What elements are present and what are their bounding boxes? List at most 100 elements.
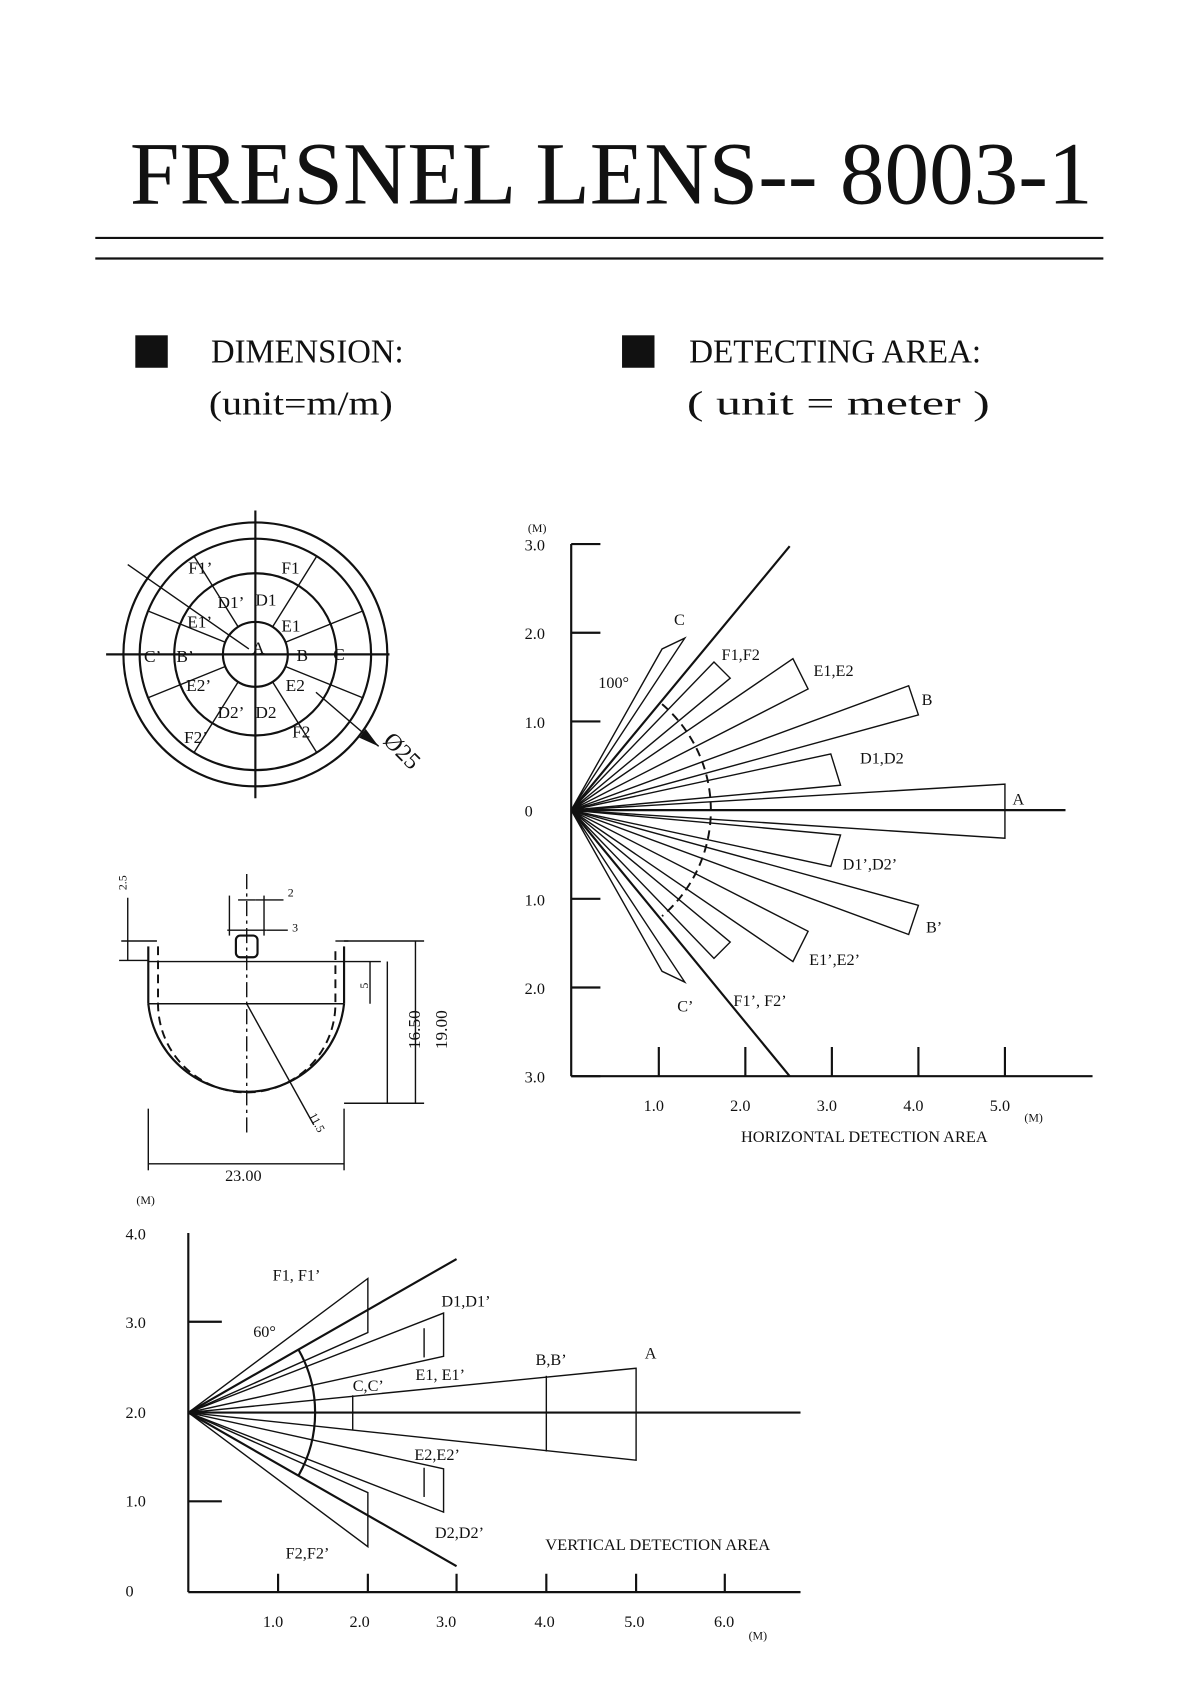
lens-label: C’ [144, 647, 161, 666]
diameter-label: Ø25 [378, 728, 425, 775]
chart-title: VERTICAL DETECTION AREA [545, 1536, 770, 1554]
tick-label: 4.0 [903, 1097, 923, 1115]
zone-wedge [570, 657, 810, 811]
lens-inner [157, 946, 337, 1094]
page-title: FRESNEL LENS-- 8003-1 [130, 125, 1093, 223]
zone-label: D1’,D2’ [843, 856, 898, 874]
line [285, 610, 363, 643]
section-heading: DETECTING AREA: [689, 333, 981, 370]
zone-wedge [188, 1411, 445, 1514]
tick-label: 1.0 [644, 1097, 664, 1115]
tick-label: 3.0 [817, 1097, 837, 1115]
tick-label: 0 [525, 803, 533, 821]
zone-label: D2,D2’ [435, 1524, 484, 1542]
axis-unit: (M) [528, 521, 547, 535]
line [246, 1003, 315, 1126]
zone-label: E1, E1’ [415, 1366, 465, 1384]
angle-label: 60° [253, 1323, 276, 1341]
zone-label: E1’,E2’ [809, 951, 860, 969]
lens-label: D1’ [218, 593, 245, 612]
tick-label: 3.0 [525, 1069, 545, 1087]
line [271, 555, 318, 628]
zone-label: A [1013, 791, 1025, 809]
zone-label: C’ [677, 997, 693, 1015]
zone-label: F1, F1’ [273, 1267, 321, 1285]
tick-label: 5.0 [624, 1613, 644, 1631]
zone-wedge [570, 809, 810, 963]
bullet [622, 335, 655, 368]
lens-label: E2’ [186, 676, 211, 695]
zone-wedge [570, 684, 920, 811]
tick-label: 1.0 [525, 891, 545, 909]
tick-label: 3.0 [126, 1314, 146, 1332]
line [570, 809, 791, 1077]
zone-label: F1’, F2’ [733, 992, 786, 1010]
line [271, 681, 318, 753]
lens-label: C [333, 645, 345, 664]
zone-wedge [570, 809, 920, 936]
zone-wedge [570, 809, 687, 984]
zone-wedge [187, 1411, 369, 1549]
zone-wedge [571, 753, 842, 811]
line [147, 665, 226, 699]
lens-label: B [296, 646, 308, 665]
zone-label: F1,F2 [722, 646, 760, 664]
line [285, 665, 363, 699]
zone-label: B’ [926, 918, 942, 936]
axis-unit: (M) [136, 1193, 155, 1207]
detection-arc [661, 703, 712, 917]
tick-label: 4.0 [126, 1226, 146, 1244]
tick-label: 2.0 [349, 1613, 369, 1631]
zone-label: E1,E2 [813, 662, 853, 680]
tick-label: 0 [126, 1582, 134, 1600]
zone-label: B [922, 691, 933, 709]
dimension-label: 2 [288, 886, 294, 900]
zone-wedge [571, 809, 842, 868]
zone-wedge [570, 660, 732, 811]
line [570, 545, 791, 811]
zone-label: E2,E2’ [414, 1446, 460, 1464]
zone-label: D1,D1’ [441, 1293, 490, 1311]
section-unit: (unit=m/m) [209, 385, 393, 422]
lens-label: E1’ [187, 612, 212, 631]
line [127, 564, 250, 650]
zone-wedge [571, 783, 1006, 840]
zone-wedge [187, 1277, 369, 1414]
lens-label: E2 [286, 676, 305, 695]
zone-label: B,B’ [536, 1351, 567, 1369]
lens-label: B’ [176, 647, 193, 666]
lens-label: D2 [255, 703, 276, 722]
lens-label: F1 [281, 558, 299, 577]
dimension-label: 19.00 [432, 1010, 451, 1049]
tick-label: 3.0 [525, 537, 545, 555]
bullet [135, 335, 168, 368]
tick-label: 5.0 [990, 1097, 1010, 1115]
tick-label: 2.0 [525, 625, 545, 643]
dimension-label: 23.00 [225, 1167, 262, 1185]
zone-label: A [645, 1345, 657, 1363]
lens-nub [234, 934, 259, 959]
zone-wedge [570, 809, 732, 960]
zone-label: D1,D2 [860, 750, 904, 768]
dimension-label: 2.5 [116, 875, 130, 890]
zone-wedge [188, 1312, 445, 1414]
zone-wedge [188, 1367, 637, 1461]
lens-shell [147, 1003, 346, 1093]
dimension-label: 5 [357, 983, 371, 989]
lens-label: D2’ [218, 703, 245, 722]
line [193, 681, 239, 753]
tick-label: 2.0 [730, 1097, 750, 1115]
lens-label: F1’ [188, 558, 212, 577]
zone-label: C [674, 611, 685, 629]
dimension-label: 11.5 [306, 1110, 328, 1135]
tick-label: 6.0 [714, 1613, 734, 1631]
section-heading: DIMENSION: [211, 333, 404, 370]
angle-label: 100° [598, 674, 629, 692]
dimension-label: 16.50 [405, 1010, 424, 1049]
lens-label: A [252, 638, 265, 657]
line [193, 555, 239, 628]
zone-label: C,C’ [353, 1377, 384, 1395]
